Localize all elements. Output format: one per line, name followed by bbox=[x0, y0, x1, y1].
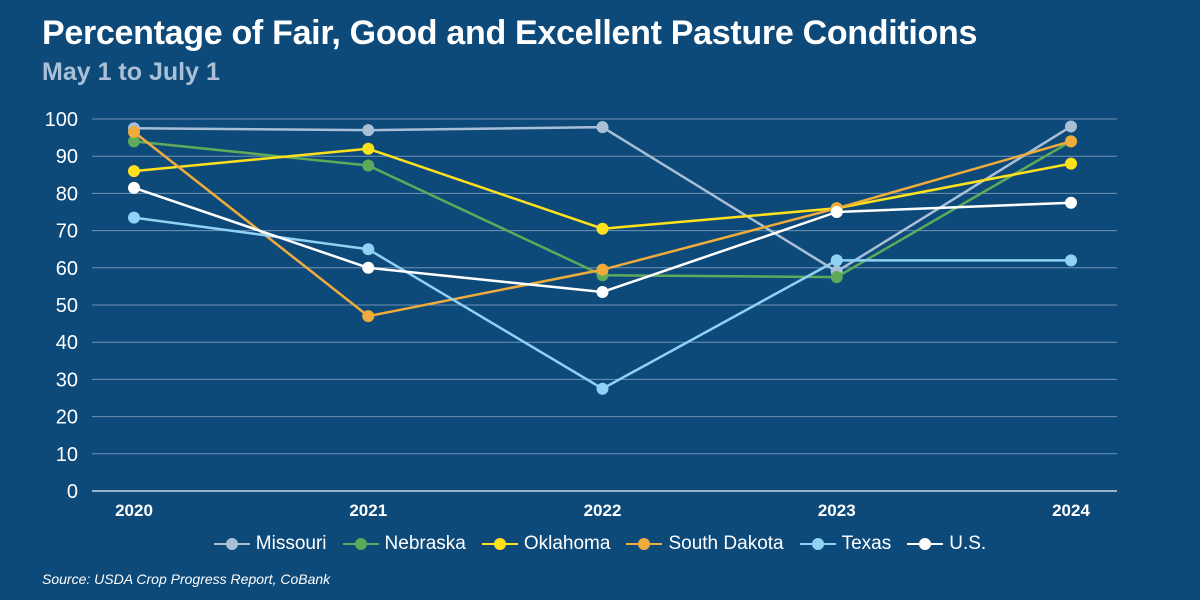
x-tick-label: 2023 bbox=[818, 501, 856, 520]
legend-label: Oklahoma bbox=[523, 533, 611, 554]
gridlines bbox=[92, 118, 1117, 492]
data-point bbox=[1065, 120, 1077, 133]
y-tick-label: 70 bbox=[56, 221, 78, 243]
source-note: Source: USDA Crop Progress Report, CoBan… bbox=[42, 571, 331, 587]
series-lines bbox=[128, 120, 1077, 395]
y-tick-label: 60 bbox=[56, 258, 78, 280]
x-tick-label: 2022 bbox=[584, 501, 622, 520]
y-tick-label: 20 bbox=[56, 407, 78, 429]
x-tick-label: 2020 bbox=[115, 501, 153, 520]
y-tick-label: 30 bbox=[56, 369, 78, 391]
data-point bbox=[362, 159, 375, 172]
legend-swatch bbox=[213, 537, 250, 551]
series-u-s bbox=[128, 181, 1077, 298]
series-missouri bbox=[128, 120, 1077, 278]
legend-item: Nebraska bbox=[342, 533, 466, 555]
legend-swatch bbox=[626, 537, 663, 551]
data-point bbox=[362, 261, 375, 274]
x-tick-label: 2021 bbox=[349, 501, 387, 520]
data-point bbox=[1065, 254, 1077, 267]
x-axis-ticks: 2020 2021 2022 2023 2024 bbox=[115, 501, 1090, 520]
data-point bbox=[1065, 135, 1077, 148]
data-point bbox=[128, 126, 140, 139]
legend-swatch-dot bbox=[638, 538, 651, 550]
y-axis-ticks: 0 10 20 30 40 50 60 70 80 90 100 bbox=[45, 109, 78, 503]
y-tick-label: 50 bbox=[56, 295, 78, 317]
data-point bbox=[362, 243, 375, 256]
legend-label: Missouri bbox=[255, 533, 327, 554]
data-point bbox=[596, 222, 609, 235]
data-point bbox=[128, 165, 140, 178]
series-line bbox=[133, 125, 1072, 273]
data-point bbox=[596, 121, 609, 134]
legend-item: Oklahoma bbox=[481, 533, 611, 555]
y-tick-label: 90 bbox=[56, 146, 78, 168]
legend-swatch bbox=[907, 537, 944, 551]
y-tick-label: 0 bbox=[67, 481, 78, 503]
y-tick-label: 10 bbox=[56, 444, 78, 466]
data-point bbox=[128, 181, 140, 194]
legend-label: South Dakota bbox=[668, 533, 784, 554]
series-texas bbox=[128, 211, 1077, 395]
x-tick-label: 2024 bbox=[1052, 501, 1090, 520]
data-point bbox=[128, 135, 140, 148]
data-point bbox=[830, 206, 843, 218]
data-point bbox=[596, 285, 609, 298]
legend-swatch-dot bbox=[493, 538, 506, 550]
legend-swatch bbox=[342, 537, 379, 551]
chart-subtitle: May 1 to July 1 bbox=[42, 58, 220, 86]
legend-swatch bbox=[799, 537, 836, 551]
data-point bbox=[362, 142, 375, 155]
data-point bbox=[596, 263, 609, 276]
legend-swatch-dot bbox=[919, 538, 932, 550]
legend-label: Texas bbox=[841, 533, 892, 554]
legend-item: Missouri bbox=[213, 533, 327, 555]
data-point bbox=[128, 211, 140, 224]
data-point bbox=[362, 310, 375, 323]
series-line bbox=[133, 147, 1072, 230]
legend-item: U.S. bbox=[907, 533, 986, 555]
legend-swatch-dot bbox=[354, 538, 367, 550]
y-tick-label: 100 bbox=[45, 109, 78, 131]
legend-swatch-dot bbox=[811, 538, 824, 550]
chart-title: Percentage of Fair, Good and Excellent P… bbox=[42, 14, 978, 52]
data-point bbox=[830, 254, 843, 267]
legend-swatch-dot bbox=[225, 538, 238, 550]
chart-legend: Missouri Nebraska Oklahoma South Dakota Texa… bbox=[0, 533, 1200, 555]
legend-label: Nebraska bbox=[384, 533, 466, 554]
data-point bbox=[1065, 196, 1077, 209]
legend-swatch bbox=[481, 537, 518, 551]
data-point bbox=[830, 271, 843, 284]
legend-label: U.S. bbox=[949, 533, 987, 554]
y-tick-label: 40 bbox=[56, 332, 78, 354]
legend-item: Texas bbox=[799, 533, 892, 555]
y-tick-label: 80 bbox=[56, 183, 78, 205]
data-point bbox=[1065, 157, 1077, 170]
legend-item: South Dakota bbox=[626, 533, 784, 555]
data-point bbox=[596, 382, 609, 395]
data-point bbox=[362, 124, 375, 137]
series-south-dakota bbox=[128, 126, 1077, 323]
